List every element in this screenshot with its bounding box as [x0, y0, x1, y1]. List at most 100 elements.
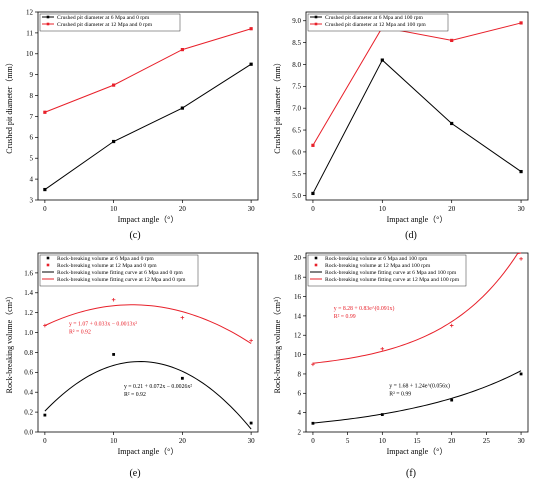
y-tick-label: 20 [294, 254, 302, 262]
legend-label: Rock-breaking volume fitting curve at 12… [57, 276, 186, 283]
y-axis-label: Rock-breaking volume（cm³） [273, 292, 282, 394]
data-point-marker [249, 27, 253, 31]
data-point-marker [519, 21, 523, 25]
data-point-marker [180, 48, 184, 52]
y-tick-label: 4 [30, 176, 34, 184]
data-point-marker [112, 83, 116, 87]
y-tick-label: 2 [298, 428, 302, 436]
legend-label: Rock-breaking volume fitting curve at 6 … [325, 269, 457, 276]
data-point-marker [43, 323, 47, 328]
x-tick-label: 0 [311, 205, 315, 213]
y-tick-label: 8 [298, 370, 302, 378]
y-tick-label: 7.0 [292, 105, 301, 113]
x-tick-label: 20 [448, 437, 456, 445]
y-tick-label: 7 [30, 113, 34, 121]
fit-equation: y = 0.21 + 0.072x − 0.0026x² [124, 384, 192, 390]
fit-curve [312, 252, 522, 364]
data-point-marker [450, 38, 454, 43]
x-axis-label: Impact angle（°） [387, 447, 448, 456]
x-tick-label: 5 [346, 437, 350, 445]
legend-label: Rock-breaking volume at 12 Mpa and 0 rpm [57, 263, 157, 269]
plot-frame [37, 252, 259, 433]
panel-label: (f) [406, 468, 416, 479]
data-point-marker [180, 376, 184, 380]
y-tick-label: 9 [30, 71, 34, 79]
fit-r-squared: R² = 0.92 [124, 392, 146, 398]
plot-frame [37, 11, 259, 201]
y-tick-label: 18 [294, 274, 302, 282]
data-point-marker [380, 58, 384, 62]
chart-panel-2: 0 10 20 30 5.0 5.5 6.0 6.5 7.0 7.5 8.0 8.5 9.0 Impact… [273, 11, 529, 241]
y-tick-label: 10 [294, 351, 302, 359]
data-point-marker [311, 191, 315, 196]
chart-panel-1: 0 10 20 30 3 4 5 6 7 8 9 10 11 12 Impact angle（°） Crush… [5, 8, 259, 241]
legend-box [39, 254, 199, 287]
fit-equation: y = 1.68 + 1.24e^(0.056x) [389, 382, 450, 389]
x-tick-label: 10 [110, 437, 118, 445]
panel-label: (e) [129, 468, 140, 479]
y-tick-label: 16 [294, 293, 302, 301]
series-line [312, 22, 522, 146]
data-point-marker [43, 187, 47, 192]
data-point-marker [311, 143, 315, 147]
data-point-marker [249, 62, 253, 66]
data-point-marker [519, 169, 523, 174]
y-tick-label: 9.0 [292, 17, 301, 25]
x-tick-label: 30 [518, 205, 526, 213]
legend-marker [314, 15, 318, 19]
y-axis-label: Crushed pit diameter（mm） [273, 58, 282, 154]
series-line [44, 63, 252, 190]
y-tick-label: 0.0 [24, 428, 33, 436]
fit-curve [44, 361, 252, 430]
y-tick-label: 10 [26, 50, 34, 58]
legend-label: Crushed pit diameter at 12 Mpa and 100 r… [325, 22, 426, 28]
x-tick-label: 30 [248, 437, 256, 445]
x-axis-label: Impact angle（°） [118, 447, 179, 456]
legend-marker [314, 263, 318, 267]
data-point-marker [249, 338, 253, 343]
y-tick-label: 1.4 [24, 289, 33, 297]
legend-box [307, 254, 467, 287]
y-tick-label: 1.0 [24, 329, 33, 337]
data-point-marker [43, 413, 47, 417]
legend-label: Crushed pit diameter at 12 Mpa and 0 rpm [57, 22, 153, 28]
x-tick-label: 10 [110, 205, 118, 213]
x-tick-label: 10 [379, 437, 387, 445]
data-point-marker [450, 398, 454, 402]
fit-curve [44, 304, 252, 344]
y-tick-label: 11 [26, 29, 33, 37]
x-tick-label: 0 [43, 437, 47, 445]
legend-box [39, 13, 181, 32]
y-axis-label: Rock-breaking volume（cm³） [5, 292, 14, 394]
y-tick-label: 4 [298, 409, 302, 417]
fit-r-squared: R² = 0.99 [334, 314, 356, 320]
legend-label: Rock-breaking volume at 6 Mpa and 0 rpm [57, 256, 154, 262]
x-tick-label: 0 [43, 205, 47, 213]
x-tick-label: 0 [311, 437, 315, 445]
y-tick-label: 8 [30, 92, 34, 100]
fit-r-squared: R² = 0.99 [389, 391, 411, 397]
legend-label: Crushed pit diameter at 6 Mpa and 100 rp… [325, 15, 424, 21]
fit-curve [312, 370, 522, 424]
series-line [44, 28, 252, 113]
panel-label: (c) [129, 230, 140, 241]
x-tick-label: 20 [179, 205, 187, 213]
y-tick-label: 6 [30, 134, 34, 142]
data-point-marker [43, 110, 47, 114]
data-point-marker [311, 421, 315, 425]
y-tick-label: 6.5 [292, 126, 301, 134]
y-tick-label: 0.4 [24, 389, 33, 397]
y-tick-label: 5.0 [292, 192, 301, 200]
legend-label: Rock-breaking volume fitting curve at 12… [325, 276, 460, 283]
data-point-marker [519, 257, 523, 261]
data-point-marker [519, 372, 523, 376]
legend-marker [46, 256, 50, 260]
fit-equation: y = 1.07 + 0.033x − 0.0013x² [69, 322, 137, 328]
x-axis-label: Impact angle（°） [387, 215, 448, 224]
legend-marker [46, 15, 50, 19]
legend-label: Crushed pit diameter at 6 Mpa and 0 rpm [57, 15, 150, 21]
y-tick-label: 8.0 [292, 61, 301, 69]
data-point-marker [180, 315, 185, 320]
